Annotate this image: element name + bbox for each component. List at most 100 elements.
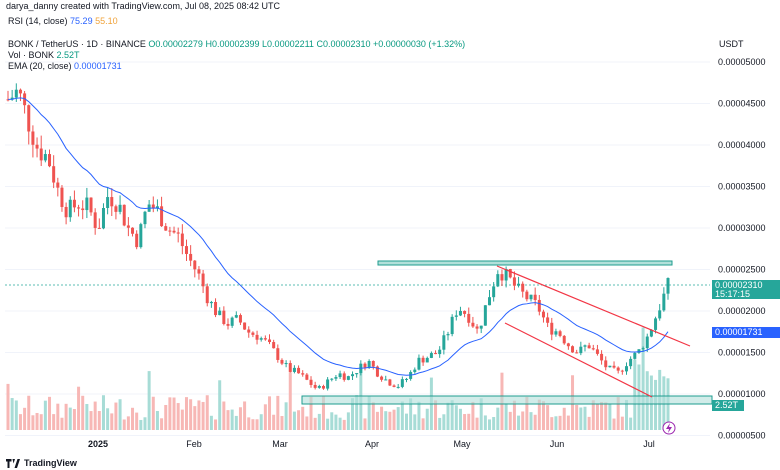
ema-label[interactable]: EMA (20, close) xyxy=(8,61,72,71)
candle-body xyxy=(276,348,280,360)
candle-body xyxy=(554,331,558,335)
volume-bar xyxy=(301,406,305,430)
candle-body xyxy=(272,342,276,349)
candle-body xyxy=(521,283,525,292)
volume-bar xyxy=(384,411,388,430)
candle-body xyxy=(27,105,31,132)
candle-body xyxy=(492,286,496,298)
volume-bar xyxy=(114,402,118,430)
volume-bar xyxy=(193,406,197,430)
volume-bar xyxy=(184,397,188,430)
volume-bar xyxy=(558,415,562,430)
candle-body xyxy=(52,166,56,183)
volume-bar xyxy=(288,372,292,430)
volume-value: 2.52T xyxy=(56,50,80,60)
volume-bar xyxy=(72,409,76,430)
candle-body xyxy=(612,365,616,368)
candle-body xyxy=(77,207,81,209)
volume-bar xyxy=(488,419,492,430)
candle-body xyxy=(666,278,670,294)
volume-bar xyxy=(214,419,218,430)
price-tick-label: 0.00001000 xyxy=(718,389,766,399)
volume-bar xyxy=(243,401,247,430)
candle-body xyxy=(458,310,462,316)
candle-body xyxy=(143,211,147,225)
volume-bar xyxy=(85,403,89,430)
volume-bar xyxy=(305,416,309,430)
candle-body xyxy=(48,154,52,167)
candle-body xyxy=(126,225,130,228)
volume-bar xyxy=(23,407,27,430)
volume-bar xyxy=(521,411,525,430)
candle-body xyxy=(23,93,27,106)
chart-grid xyxy=(5,61,710,436)
tradingview-brand[interactable]: TradingView xyxy=(6,458,77,468)
volume-bar xyxy=(48,396,52,430)
candle-body xyxy=(189,253,193,261)
candle-body xyxy=(355,373,359,375)
volume-bar xyxy=(205,395,209,430)
volume-bar xyxy=(27,395,31,430)
symbol-label[interactable]: BONK / TetherUS · 1D · BINANCE xyxy=(8,39,146,49)
volume-bar xyxy=(541,401,545,430)
candle-body xyxy=(243,322,247,330)
candle-body xyxy=(155,206,159,209)
candle-body xyxy=(396,386,400,388)
candle-body xyxy=(425,357,429,363)
volume-bar xyxy=(201,401,205,430)
ohlc-close: C0.00002310 xyxy=(316,39,371,49)
candle-body xyxy=(620,370,624,372)
volume-bar xyxy=(409,398,413,430)
candle-body xyxy=(110,197,114,207)
candle-body xyxy=(321,386,325,389)
volume-bar xyxy=(338,417,342,430)
volume-bar xyxy=(89,411,93,430)
volume-bar xyxy=(56,403,60,430)
volume-bar xyxy=(608,404,612,430)
volume-bar xyxy=(60,417,64,430)
volume-bar xyxy=(467,413,471,430)
volume-bar xyxy=(218,380,222,430)
volume-bar xyxy=(616,397,620,430)
volume-bar xyxy=(583,406,587,430)
time-tick-label: Feb xyxy=(186,439,202,449)
currency-label[interactable]: USDT xyxy=(719,39,744,49)
candle-body xyxy=(467,313,471,323)
candle-body xyxy=(533,294,537,300)
candle-body xyxy=(326,379,330,389)
candle-body xyxy=(363,363,367,368)
candle-body xyxy=(595,349,599,354)
candle-body xyxy=(81,208,85,211)
volume-bar xyxy=(247,417,251,430)
volume-bar xyxy=(492,417,496,430)
candle-body xyxy=(330,378,334,380)
candle-body xyxy=(193,260,197,270)
candle-body xyxy=(550,322,554,335)
candle-body xyxy=(587,345,591,349)
volume-label[interactable]: Vol · BONK xyxy=(8,50,55,60)
candle-body xyxy=(305,374,309,380)
candle-body xyxy=(263,338,267,340)
candle-body xyxy=(226,323,230,326)
candle-body xyxy=(214,301,218,316)
candle-body xyxy=(97,227,101,229)
ema-line xyxy=(7,97,669,376)
volume-bar xyxy=(446,402,450,430)
volume-bar xyxy=(641,327,645,430)
candle-body xyxy=(238,315,242,323)
volume-bar xyxy=(52,414,56,430)
volume-bar xyxy=(18,414,22,430)
event-marker-icon xyxy=(662,421,676,435)
volume-bar xyxy=(442,414,446,430)
volume-bar xyxy=(180,409,184,430)
volume-bar xyxy=(143,417,147,430)
candle-body xyxy=(645,336,649,349)
ema-value: 0.00001731 xyxy=(74,61,122,71)
time-tick-label: Jul xyxy=(643,439,655,449)
volume-bar xyxy=(371,402,375,430)
candle-body xyxy=(201,273,205,287)
chart-legend: BONK / TetherUS · 1D · BINANCE O0.000022… xyxy=(8,38,465,71)
volume-bar xyxy=(6,383,10,430)
volume-bar xyxy=(438,417,442,430)
